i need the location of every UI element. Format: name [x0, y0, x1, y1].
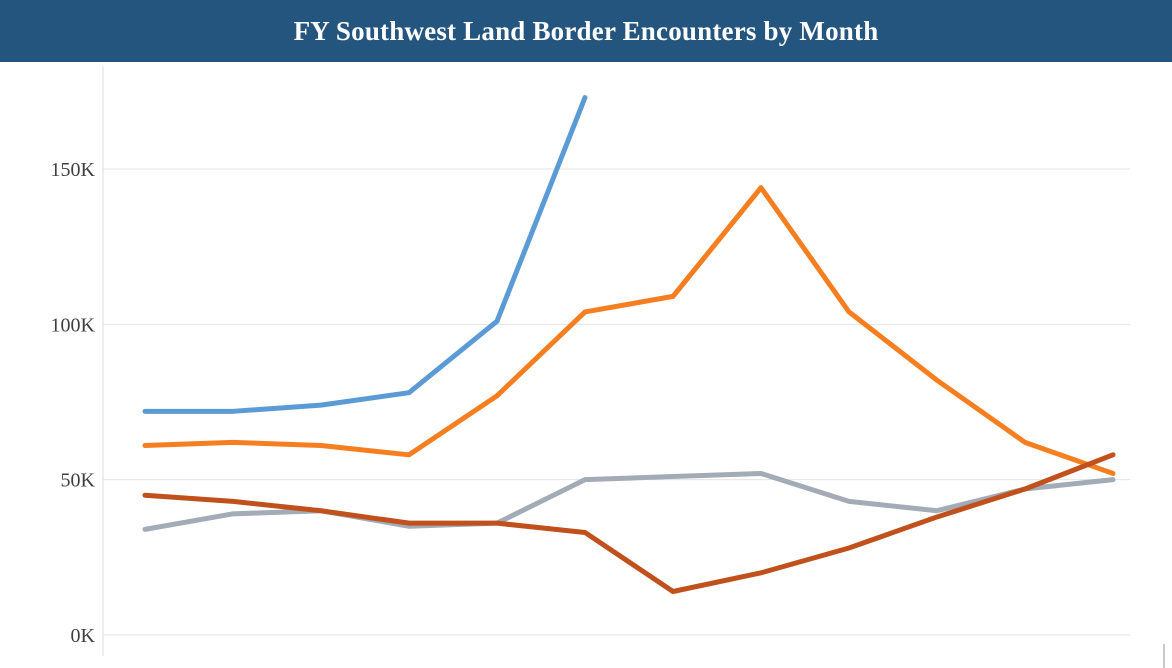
- scrollbar-fragment[interactable]: [1163, 644, 1165, 668]
- y-axis-tick-label: 100K: [51, 314, 96, 336]
- chart-title: FY Southwest Land Border Encounters by M…: [293, 15, 879, 46]
- chart-title-bar: FY Southwest Land Border Encounters by M…: [0, 0, 1172, 62]
- y-axis-tick-label: 50K: [61, 470, 96, 492]
- y-axis-tick-label: 0K: [71, 625, 96, 647]
- gray-line[interactable]: [142, 470, 1116, 532]
- y-axis-tick-label: 150K: [51, 159, 96, 181]
- orange-line[interactable]: [142, 185, 1116, 476]
- blue-line[interactable]: [142, 95, 588, 414]
- dark-red-line[interactable]: [142, 452, 1116, 595]
